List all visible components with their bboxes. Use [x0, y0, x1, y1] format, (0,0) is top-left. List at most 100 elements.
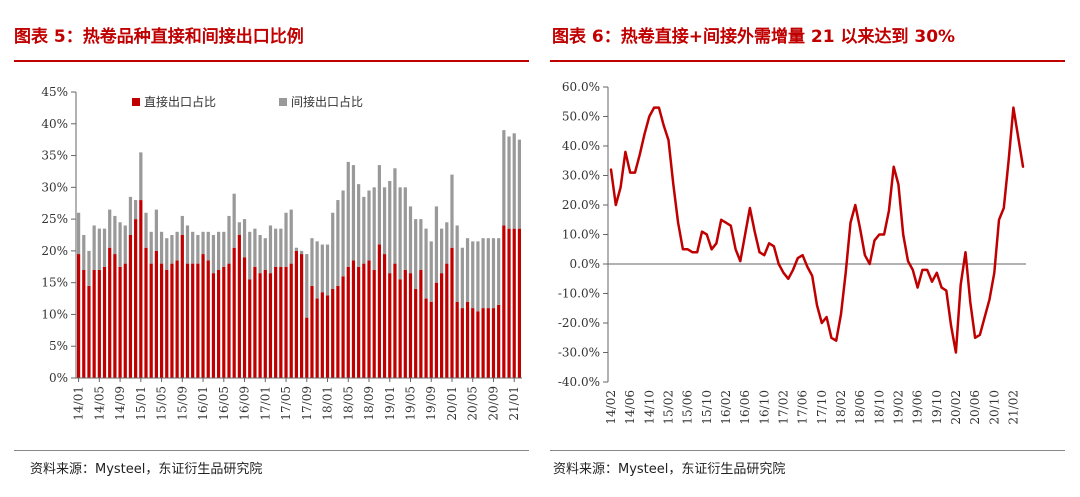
x-tick-label: 17/05	[279, 386, 293, 421]
bar-direct-export	[294, 250, 299, 378]
bar-direct-export	[87, 285, 91, 378]
y-tick-label: -20.0%	[558, 316, 600, 330]
x-tick-label: 20/10	[987, 390, 1001, 425]
bar-indirect-export	[211, 235, 216, 274]
bar-direct-export	[289, 263, 293, 378]
bar-direct-export	[76, 254, 81, 378]
bar-indirect-export	[440, 228, 444, 274]
bar-indirect-export	[175, 231, 179, 261]
x-tick-label: 18/05	[341, 386, 355, 421]
bar-indirect-export	[253, 228, 257, 267]
x-tick-label: 17/02	[776, 390, 790, 425]
bar-indirect-export	[419, 219, 423, 270]
bar-indirect-export	[465, 238, 470, 302]
bar-indirect-export	[139, 152, 143, 201]
bar-direct-export	[185, 263, 190, 378]
bar-indirect-export	[351, 165, 356, 261]
bar-indirect-export	[217, 231, 221, 270]
bar-indirect-export	[274, 228, 278, 267]
bar-indirect-export	[445, 222, 449, 264]
bar-indirect-export	[497, 238, 501, 305]
bar-direct-export	[502, 225, 506, 378]
bar-indirect-export	[357, 184, 361, 267]
bar-direct-export	[139, 200, 143, 378]
bar-direct-export	[232, 247, 236, 378]
bar-direct-export	[102, 266, 107, 378]
bar-direct-export	[299, 254, 304, 378]
bar-direct-export	[222, 266, 226, 378]
right-title-rule	[550, 60, 1065, 62]
bar-direct-export	[227, 263, 231, 378]
bar-direct-export	[424, 298, 428, 378]
bar-direct-export	[398, 279, 402, 378]
bar-indirect-export	[196, 235, 200, 264]
bar-indirect-export	[450, 174, 454, 248]
bar-indirect-export	[393, 168, 397, 264]
bar-direct-export	[134, 219, 138, 378]
bar-direct-export	[263, 269, 267, 378]
y-tick-label: 30.0%	[562, 169, 600, 183]
bar-indirect-export	[227, 215, 231, 264]
bar-direct-export	[440, 273, 444, 378]
bar-direct-export	[320, 292, 324, 378]
y-tick-label: 50.0%	[562, 110, 600, 124]
x-tick-label: 14/09	[113, 386, 127, 421]
bar-indirect-export	[476, 241, 480, 312]
x-tick-label: 15/06	[681, 390, 695, 425]
bar-indirect-export	[398, 187, 402, 280]
x-tick-label: 16/06	[738, 390, 752, 425]
bar-direct-export	[284, 266, 288, 378]
x-tick-label: 15/10	[700, 390, 714, 425]
y-tick-label: 20%	[41, 244, 68, 258]
bar-indirect-export	[460, 247, 464, 309]
x-tick-label: 19/06	[911, 390, 925, 425]
y-tick-label: 25%	[41, 212, 68, 226]
line-chart: -40.0% -30.0% -20.0% -10.0% 0.0% 10.0% 20.0% 30…	[558, 80, 1026, 425]
bar-indirect-export	[502, 130, 506, 226]
y-tick-label: 60.0%	[562, 80, 600, 94]
legend-swatch	[279, 98, 287, 106]
bar-indirect-export	[336, 200, 340, 286]
bar-direct-export	[362, 263, 366, 378]
bar-direct-export	[517, 228, 522, 378]
x-tick-label: 14/10	[642, 390, 656, 425]
x-tick-label: 21/01	[507, 386, 521, 421]
x-tick-label: 17/09	[300, 386, 314, 421]
bar-direct-export	[382, 254, 387, 378]
bar-direct-export	[237, 235, 241, 378]
x-tick-label: 21/02	[1006, 390, 1020, 425]
bar-indirect-export	[367, 190, 371, 261]
bar-indirect-export	[97, 228, 101, 270]
bar-indirect-export	[191, 231, 195, 264]
x-tick-label: 19/05	[404, 386, 418, 421]
bar-direct-export	[450, 247, 454, 378]
x-tick-label: 16/02	[719, 390, 733, 425]
bar-direct-export	[455, 301, 459, 378]
bar-indirect-export	[382, 187, 387, 255]
bar-direct-export	[258, 273, 262, 378]
bar-indirect-export	[429, 241, 433, 302]
bar-indirect-export	[159, 231, 164, 264]
bar-indirect-export	[434, 206, 439, 283]
bar-indirect-export	[320, 244, 324, 293]
bar-indirect-export	[315, 241, 319, 299]
x-tick-label: 14/01	[72, 386, 86, 421]
bar-direct-export	[325, 295, 330, 378]
bar-indirect-export	[248, 231, 252, 280]
x-tick-label: 17/01	[258, 386, 272, 421]
bar-indirect-export	[471, 241, 475, 309]
bar-indirect-export	[165, 238, 169, 270]
x-tick-label: 19/01	[383, 386, 397, 421]
bar-direct-export	[211, 273, 216, 378]
bar-indirect-export	[424, 228, 428, 299]
bar-indirect-export	[206, 231, 210, 261]
bar-direct-export	[159, 263, 164, 378]
x-tick-label: 16/05	[217, 386, 231, 421]
bar-indirect-export	[102, 228, 107, 267]
bar-direct-export	[419, 269, 423, 378]
y-tick-label: -30.0%	[558, 346, 600, 360]
bar-direct-export	[113, 254, 117, 378]
bar-indirect-export	[455, 225, 459, 302]
x-tick-label: 14/06	[623, 390, 637, 425]
bar-direct-export	[393, 263, 397, 378]
